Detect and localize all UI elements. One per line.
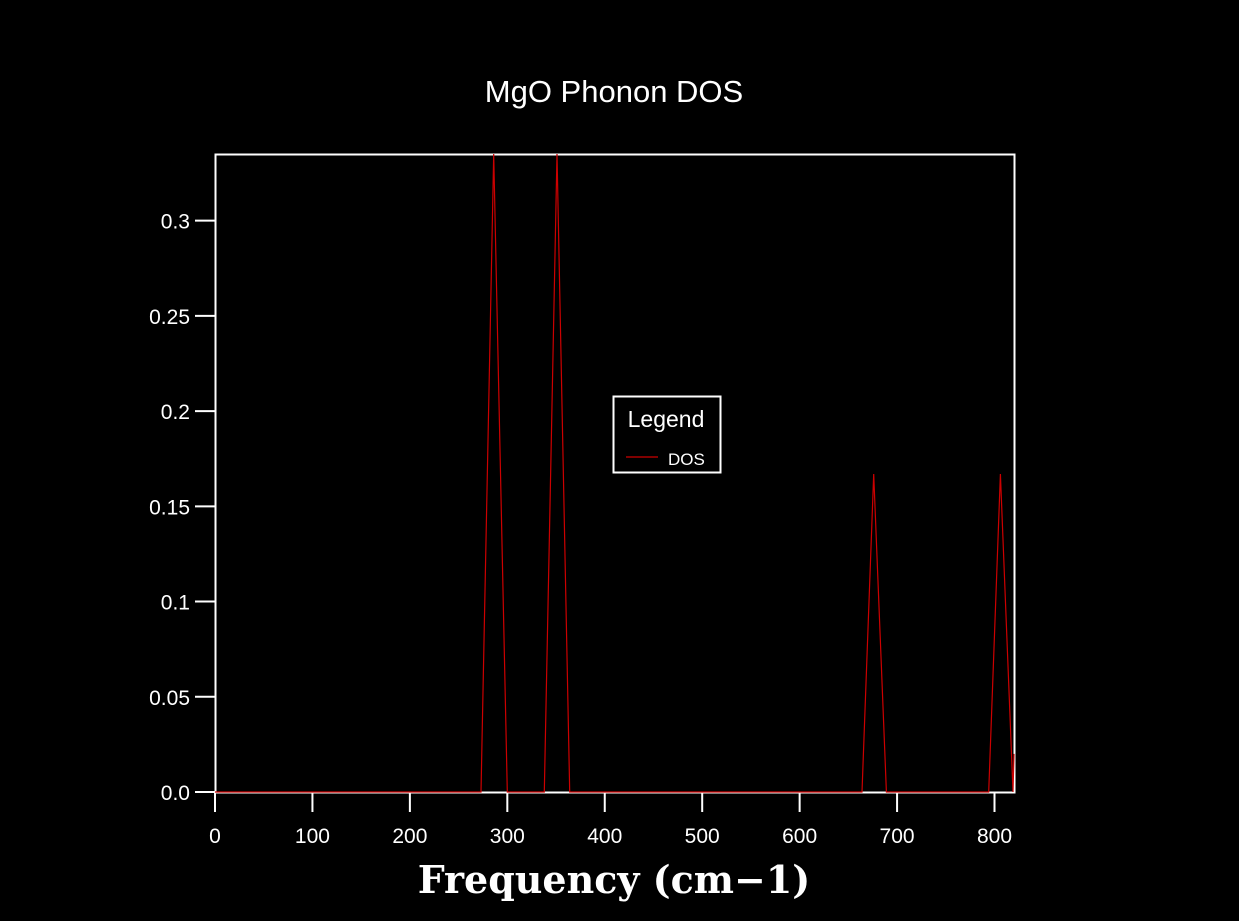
y-tick-label: 0.15 bbox=[149, 496, 190, 519]
series-line-dos bbox=[215, 153, 1015, 793]
y-tick-label: 0.0 bbox=[161, 782, 190, 805]
legend-entry-dos: DOS bbox=[668, 450, 705, 469]
chart-title: MgO Phonon DOS bbox=[485, 74, 743, 109]
x-tick-label: 600 bbox=[782, 825, 817, 848]
x-tick-label: 200 bbox=[392, 825, 427, 848]
x-tick-label: 800 bbox=[977, 825, 1012, 848]
y-tick-label: 0.05 bbox=[149, 687, 190, 710]
x-tick-label: 0 bbox=[209, 825, 221, 848]
x-tick-label: 300 bbox=[490, 825, 525, 848]
y-tick-label: 0.1 bbox=[161, 592, 190, 615]
legend-title: Legend bbox=[628, 406, 705, 432]
y-tick-label: 0.3 bbox=[161, 211, 190, 234]
x-tick-label: 700 bbox=[880, 825, 915, 848]
x-tick-label: 500 bbox=[685, 825, 720, 848]
y-axis-ticks: 0.0 0.05 0.1 0.15 0.2 0.25 0.3 bbox=[149, 211, 215, 805]
legend-box bbox=[612, 395, 722, 474]
y-tick-label: 0.25 bbox=[149, 306, 190, 329]
x-axis-label: Frequency (cm−1) bbox=[418, 857, 811, 902]
x-axis-ticks: 0 100 200 300 400 500 600 700 800 bbox=[209, 792, 1012, 848]
series-layer bbox=[215, 153, 1015, 793]
x-tick-label: 400 bbox=[587, 825, 622, 848]
x-tick-label: 100 bbox=[295, 825, 330, 848]
legend: Legend DOS bbox=[612, 395, 722, 474]
y-tick-label: 0.2 bbox=[161, 401, 190, 424]
